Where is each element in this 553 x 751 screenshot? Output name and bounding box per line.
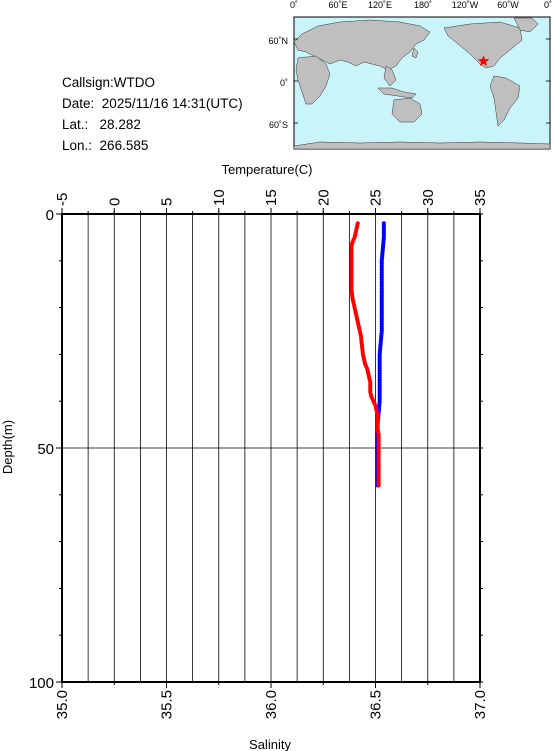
north-america-land (443, 21, 523, 69)
map-label-0e: 0˚ (290, 0, 298, 10)
top-tick-label: 15 (263, 189, 280, 206)
lon-value: 266.585 (99, 138, 149, 153)
top-tick-label: 10 (211, 189, 228, 206)
top-tick-label: 20 (315, 189, 332, 206)
grid (61, 214, 481, 682)
antarctica-land (293, 141, 551, 150)
top-tick-label: 5 (159, 198, 176, 206)
top-tick-label: 35 (472, 189, 489, 206)
bottom-tick-label: 35.0 (54, 690, 71, 719)
africa-land (295, 55, 331, 105)
lon-row: Lon.: 266.585 (62, 135, 243, 156)
map-label-60e: 60˚E (328, 0, 347, 10)
map-label-0w: 0˚ (544, 0, 552, 10)
lat-value: 28.282 (99, 117, 141, 132)
top-tick-label: -5 (54, 193, 71, 206)
station-info: Callsign:WTDO Date: 2025/11/16 14:31(UTC… (62, 72, 243, 156)
callsign-text: Callsign:WTDO (62, 75, 156, 90)
indonesia-land (377, 87, 417, 99)
map-left-labels: 60˚N 0˚ 60˚S (268, 36, 288, 130)
series (349, 221, 386, 488)
y-tick-label: 100 (29, 675, 54, 692)
top-tick-label: 25 (368, 189, 385, 206)
top-tick-label: 30 (420, 189, 437, 206)
lon-label: Lon.: (62, 138, 93, 153)
date-value: 2025/11/16 14:31(UTC) (101, 96, 243, 111)
temperature-point (376, 483, 381, 488)
map-label-60w: 60˚W (497, 0, 519, 10)
map-label-120e: 120˚E (368, 0, 392, 10)
australia-land (391, 97, 423, 123)
location-map: 0˚ 60˚E 120˚E 180˚ 120˚W 60˚W 0˚ 60˚N 0˚… (268, 0, 552, 150)
bottom-tick-label: 36.5 (368, 690, 385, 719)
y-tick-label: 50 (37, 441, 54, 458)
japan-land (411, 47, 419, 59)
lat-label: Lat.: (62, 117, 89, 132)
plot-frame (61, 213, 481, 683)
map-label-180: 180˚ (414, 0, 432, 10)
bottom-axis-label: Salinity (249, 737, 291, 751)
date-label: Date: (62, 96, 95, 111)
y-tick-label: 0 (46, 207, 54, 224)
top-tick-label: 0 (106, 198, 123, 206)
bottom-tick-label: 36.0 (263, 690, 280, 719)
indochina-land (383, 65, 397, 87)
greenland-land (513, 17, 539, 33)
map-label-60s: 60˚S (269, 120, 288, 130)
date-row: Date: 2025/11/16 14:31(UTC) (62, 93, 243, 114)
bottom-tick-label: 35.5 (159, 690, 176, 719)
bottom-tick-label: 37.0 (472, 690, 489, 719)
map-ticks (294, 38, 550, 124)
eurasia-land (293, 19, 431, 71)
top-axis-label: Temperature(C) (221, 162, 312, 177)
map-label-60n: 60˚N (268, 36, 288, 46)
y-axis-label: Depth(m) (0, 420, 15, 474)
map-land (293, 17, 551, 150)
map-top-labels: 0˚ 60˚E 120˚E 180˚ 120˚W 60˚W 0˚ (290, 0, 552, 10)
south-america-land (489, 75, 521, 127)
lat-row: Lat.: 28.282 (62, 114, 243, 135)
map-label-120w: 120˚W (452, 0, 479, 10)
location-star-icon (477, 55, 490, 67)
map-label-eq: 0˚ (280, 78, 288, 88)
